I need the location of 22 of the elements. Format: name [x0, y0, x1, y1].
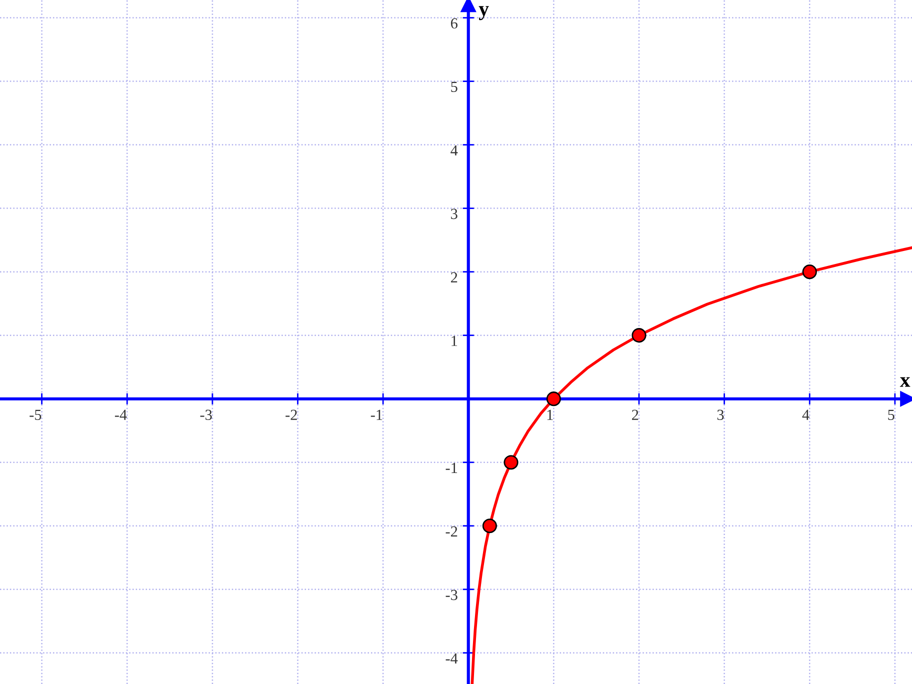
y-tick-label: 1 [452, 336, 458, 346]
x-tick-label: -2 [286, 410, 297, 420]
y-tick-label: -2 [446, 526, 458, 536]
y-tick-label: -4 [446, 653, 458, 664]
x-tick-label: -4 [114, 410, 127, 420]
y-tick-label: 5 [451, 82, 458, 92]
y-tick-label: 4 [450, 145, 458, 156]
y-tick-label: 3 [451, 208, 458, 220]
x-tick-label: 2 [632, 410, 638, 420]
x-tick-label: 1 [547, 410, 553, 420]
x-axis-title: x [900, 377, 910, 387]
x-tick-label: 3 [717, 410, 724, 420]
x-tick-label: -1 [370, 410, 382, 420]
y-tick-label: -3 [446, 590, 458, 600]
x-tick-label: -3 [200, 410, 212, 420]
y-axis-title: y [478, 6, 489, 20]
y-tick-label: 6 [450, 18, 458, 29]
x-tick-label: -5 [30, 410, 42, 420]
x-tick-label: 4 [802, 410, 810, 420]
x-tick-label: 5 [888, 410, 894, 420]
y-tick-label: 2 [450, 272, 458, 282]
y-tick-label: -1 [446, 462, 458, 473]
